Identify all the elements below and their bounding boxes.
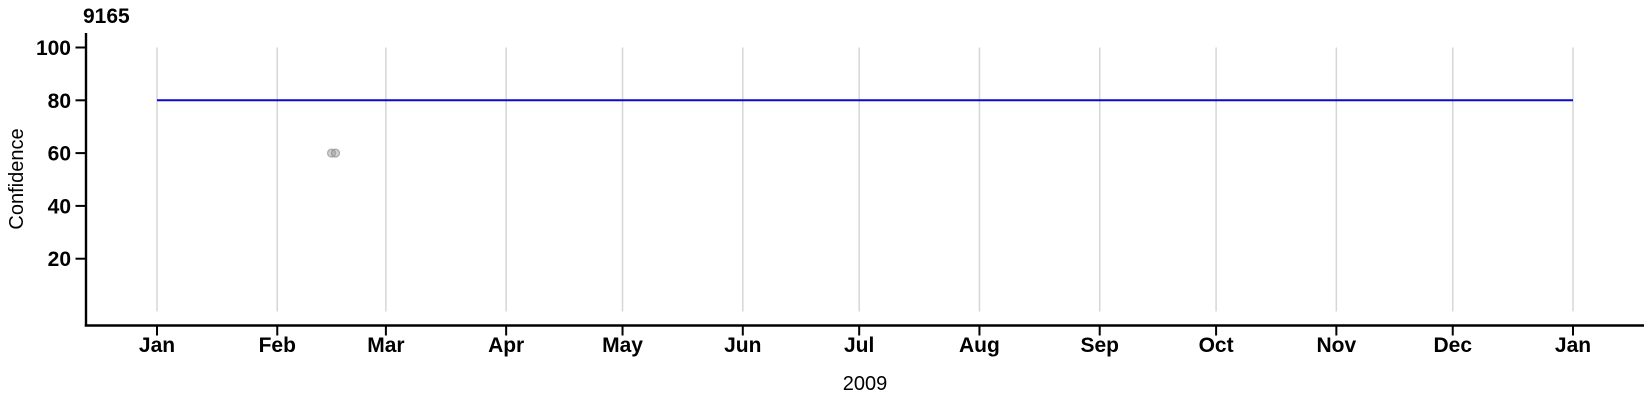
- x-axis-label: 2009: [843, 373, 888, 395]
- y-tick-label: 80: [48, 90, 71, 113]
- y-tick-label: 40: [48, 195, 71, 218]
- x-tick-label: Sep: [1080, 334, 1119, 357]
- y-tick-label: 100: [36, 37, 71, 60]
- x-tick-label: Apr: [488, 334, 524, 357]
- y-axis-tick-labels: 20 40 60 80 100: [36, 37, 71, 271]
- y-axis-label: Confidence: [6, 128, 28, 229]
- x-tick-label: Jun: [724, 334, 761, 357]
- x-tick-label: Mar: [367, 334, 404, 357]
- y-tick-label: 60: [48, 143, 71, 166]
- x-tick-label: Dec: [1433, 334, 1472, 357]
- x-tick-label: May: [602, 334, 643, 357]
- x-axis-tick-labels: Jan Feb Mar Apr May Jun Jul Aug Sep Oct Nov Dec Jan: [139, 334, 1591, 357]
- y-tick-label: 20: [48, 248, 71, 271]
- chart-title: 9165: [83, 5, 130, 28]
- x-tick-label: Jul: [844, 334, 874, 357]
- x-axis-ticks: [156, 326, 1574, 336]
- x-tick-label: Nov: [1317, 334, 1357, 357]
- series-layer: [157, 99, 1573, 158]
- x-tick-label: Jan: [139, 334, 175, 357]
- x-tick-label: Aug: [959, 334, 1000, 357]
- y-axis-ticks: [75, 46, 85, 260]
- scatter-point: [330, 148, 341, 158]
- x-tick-label: Oct: [1199, 334, 1234, 357]
- month-gridlines: [156, 47, 1574, 312]
- x-tick-label: Jan: [1555, 334, 1591, 357]
- x-tick-label: Feb: [259, 334, 296, 357]
